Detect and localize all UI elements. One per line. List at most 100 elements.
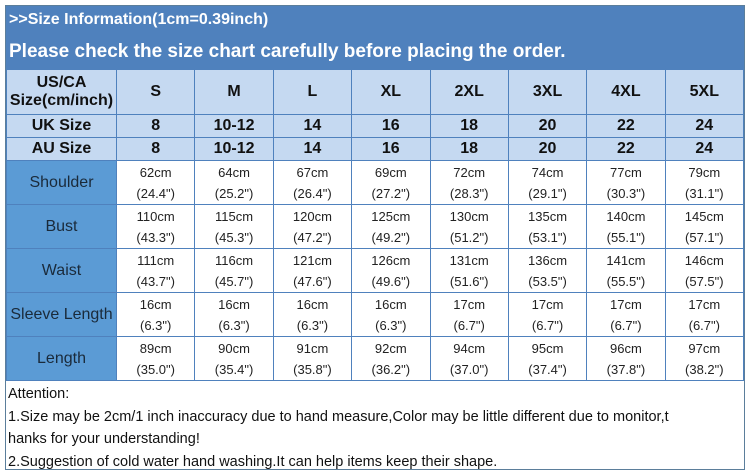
measurement-inch: (26.4") [293, 185, 332, 201]
measurement-cm: 121cm [292, 252, 332, 268]
measurement-inch: (6.7") [453, 317, 485, 333]
measurement-inch: (6.3") [375, 317, 407, 333]
measurement-inch: (36.2") [371, 361, 411, 377]
measurement-cm: 141cm [606, 252, 646, 268]
measurement-cm: 140cm [606, 208, 646, 224]
size-header-cell: 2XL [429, 69, 509, 115]
measurement-cm: 115cm [215, 208, 254, 224]
measurement-cm: 17cm [453, 296, 486, 312]
measurement-label: Length [6, 336, 117, 381]
measurement-cm: 145cm [684, 208, 724, 224]
size-header-cell: XL [351, 69, 431, 115]
measurement-cell: 111cm (43.7") [115, 248, 196, 293]
measurement-inch: (53.5") [528, 273, 567, 289]
size-header-cell: 4XL [586, 69, 666, 115]
measurement-cell: 145cm (57.1") [664, 204, 745, 249]
measurement-cell: 74cm (29.1") [507, 160, 588, 205]
measurement-cell: 79cm (31.1") [664, 160, 745, 205]
measurement-cm: 16cm [218, 296, 250, 312]
uk-size-cell: 20 [507, 114, 588, 138]
measurement-cell: 95cm (37.4") [507, 336, 588, 381]
measurement-inch: (37.4") [528, 361, 567, 377]
uk-size-cell: 22 [586, 114, 666, 138]
measurement-cm: 16cm [139, 296, 172, 312]
measurement-cell: 91cm (35.8") [272, 336, 353, 381]
measurement-cm: 96cm [610, 340, 642, 356]
measurement-inch: (57.1") [685, 229, 724, 245]
measurement-cm: 146cm [684, 252, 724, 268]
measurement-cell: 110cm (43.3") [115, 204, 196, 249]
uk-size-label: UK Size [6, 114, 117, 138]
measurement-inch: (35.8") [293, 361, 332, 377]
measurement-row: Sleeve Length 16cm (6.3") 16cm (6.3") 16cm (6.… [6, 292, 745, 337]
attention-note-1-cont: hanks for your understanding! [8, 431, 200, 447]
size-header-cell: 3XL [507, 69, 588, 115]
measurement-cm: 90cm [218, 340, 250, 356]
measurement-cm: 120cm [292, 208, 332, 224]
uk-size-cell: 10-12 [194, 114, 274, 138]
measurement-inch: (6.3") [218, 317, 250, 333]
measurement-inch: (6.7") [688, 317, 720, 333]
measurement-cell: 130cm (51.2") [429, 204, 509, 249]
measurement-inch: (28.3") [449, 185, 489, 201]
size-chart-notice: Please check the size chart carefully be… [9, 41, 566, 62]
measurement-inch: (49.2") [371, 229, 411, 245]
measurement-cell: 90cm (35.4") [194, 336, 274, 381]
au-size-cell: 24 [664, 137, 745, 161]
measurement-inch: (6.3") [296, 317, 329, 333]
measurement-cell: 17cm (6.7") [664, 292, 745, 337]
measurement-cell: 16cm (6.3") [194, 292, 274, 337]
measurement-cell: 126cm (49.6") [351, 248, 431, 293]
measurement-inch: (53.1") [528, 229, 567, 245]
measurement-inch: (30.3") [606, 185, 646, 201]
measurement-inch: (29.1") [528, 185, 567, 201]
measurement-cell: 16cm (6.3") [351, 292, 431, 337]
au-size-cell: 14 [272, 137, 353, 161]
au-size-cell: 10-12 [194, 137, 274, 161]
measurement-inch: (55.5") [606, 273, 646, 289]
measurement-cm: 136cm [528, 252, 568, 268]
measurement-cm: 77cm [610, 164, 642, 180]
measurement-inch: (6.7") [610, 317, 642, 333]
au-size-row: AU Size 8 10-12 14 16 18 20 22 24 [6, 137, 745, 161]
measurement-inch: (55.1") [606, 229, 646, 245]
measurement-cm: 92cm [374, 340, 407, 356]
measurement-inch: (43.7") [136, 273, 175, 289]
measurement-cm: 131cm [449, 252, 489, 268]
uk-size-cell: 16 [351, 114, 431, 138]
measurement-inch: (35.4") [214, 361, 254, 377]
size-header-row: US/CA Size(cm/inch) S M L XL 2XL 3XL 4XL 5XL [6, 69, 745, 115]
measurement-cell: 77cm (30.3") [586, 160, 666, 205]
measurement-inch: (47.6") [293, 273, 332, 289]
au-size-label: AU Size [6, 137, 117, 161]
measurement-inch: (38.2") [685, 361, 724, 377]
measurement-cell: 146cm (57.5") [664, 248, 745, 293]
measurement-cell: 131cm (51.6") [429, 248, 509, 293]
measurement-inch: (6.7") [531, 317, 564, 333]
size-header-cell: L [272, 69, 353, 115]
au-size-cell: 20 [507, 137, 588, 161]
measurement-cell: 141cm (55.5") [586, 248, 666, 293]
title-bar: >>Size Information(1cm=0.39inch) Please … [6, 6, 744, 69]
measurement-inch: (49.6") [371, 273, 411, 289]
measurement-label: Shoulder [6, 160, 117, 205]
measurement-cell: 62cm (24.4") [115, 160, 196, 205]
measurement-inch: (37.0") [449, 361, 489, 377]
measurement-inch: (45.7") [214, 273, 254, 289]
measurement-inch: (51.2") [449, 229, 489, 245]
measurement-inch: (51.6") [449, 273, 489, 289]
measurement-cell: 16cm (6.3") [115, 292, 196, 337]
size-header-cell: 5XL [664, 69, 745, 115]
measurement-cell: 125cm (49.2") [351, 204, 431, 249]
attention-note-1: 1.Size may be 2cm/1 inch inaccuracy due … [8, 408, 669, 425]
measurement-inch: (57.5") [685, 273, 724, 289]
measurement-cm: 74cm [531, 164, 564, 180]
uk-size-cell: 18 [429, 114, 509, 138]
measurement-cm: 135cm [528, 208, 568, 224]
measurement-cell: 116cm (45.7") [194, 248, 274, 293]
measurement-cm: 130cm [449, 208, 489, 224]
measurement-label: Bust [6, 204, 117, 249]
measurement-cm: 111cm [137, 252, 175, 268]
measurement-cm: 72cm [453, 164, 486, 180]
measurement-cell: 121cm (47.6") [272, 248, 353, 293]
